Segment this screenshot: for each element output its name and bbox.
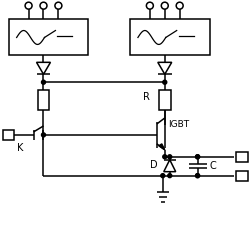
- Bar: [9, 19, 88, 55]
- Circle shape: [195, 174, 199, 178]
- Text: K: K: [16, 143, 23, 153]
- Polygon shape: [36, 62, 50, 74]
- Circle shape: [167, 155, 171, 159]
- Circle shape: [167, 174, 171, 178]
- Text: C: C: [209, 161, 216, 171]
- Circle shape: [41, 133, 45, 137]
- Text: R: R: [142, 92, 149, 102]
- Circle shape: [195, 174, 199, 178]
- Circle shape: [195, 155, 199, 159]
- Polygon shape: [157, 62, 171, 74]
- Bar: [3, 130, 14, 140]
- Bar: [236, 152, 247, 162]
- Bar: [236, 171, 247, 181]
- Bar: [158, 90, 170, 110]
- Circle shape: [162, 80, 166, 84]
- Text: D: D: [150, 160, 157, 170]
- Circle shape: [40, 2, 47, 9]
- Circle shape: [160, 174, 164, 178]
- Circle shape: [41, 80, 45, 84]
- Circle shape: [162, 155, 166, 159]
- Polygon shape: [163, 160, 175, 172]
- Circle shape: [161, 2, 168, 9]
- Circle shape: [195, 155, 199, 159]
- Text: IGBT: IGBT: [167, 121, 188, 129]
- Circle shape: [176, 2, 182, 9]
- Circle shape: [146, 2, 153, 9]
- Circle shape: [55, 2, 62, 9]
- Bar: [37, 90, 49, 110]
- Polygon shape: [158, 144, 164, 150]
- Circle shape: [25, 2, 32, 9]
- Bar: [130, 19, 209, 55]
